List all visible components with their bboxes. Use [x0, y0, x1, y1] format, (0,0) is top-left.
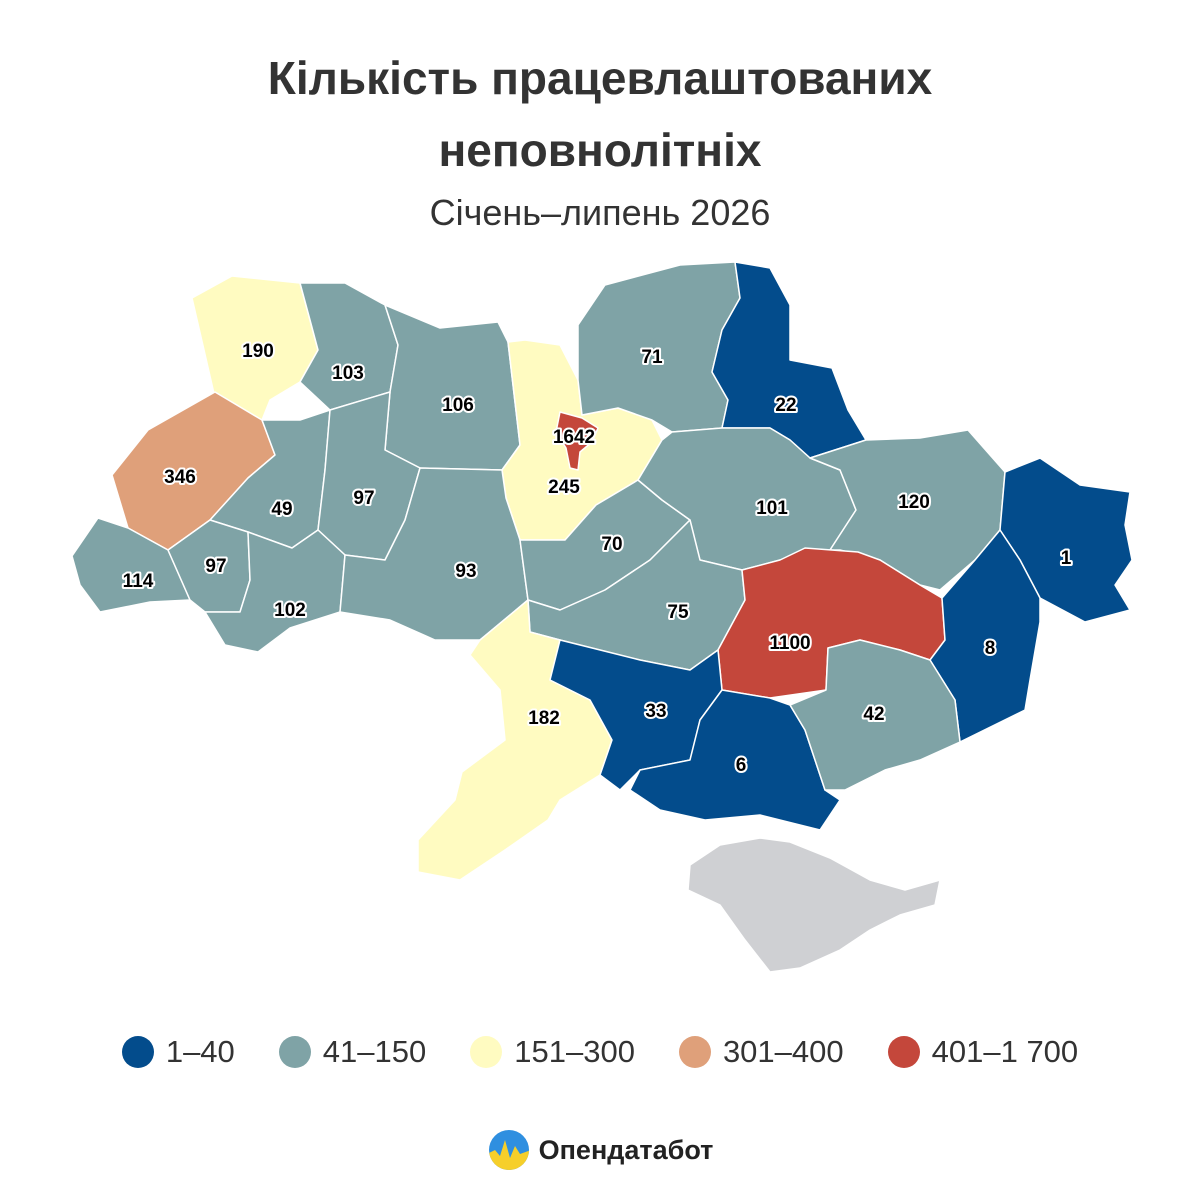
label-kherson: 6: [736, 755, 747, 776]
label-sumy: 22: [775, 395, 796, 416]
brand-footer: Опендатабот: [0, 1128, 1200, 1172]
label-volyn: 190: [242, 341, 274, 362]
legend-label: 301–400: [722, 1034, 844, 1069]
label-donetsk: 8: [985, 638, 996, 659]
label-vinnytsia: 93: [455, 561, 476, 582]
legend-label: 151–300: [514, 1034, 635, 1069]
label-zaporizhzhia: 42: [863, 704, 884, 725]
label-kharkiv: 120: [898, 492, 930, 513]
legend-swatch: [121, 1036, 154, 1068]
label-chernihiv: 71: [641, 347, 663, 368]
label-kirovohrad: 75: [667, 602, 689, 623]
title-line-1: Кількість працевлаштованих: [267, 52, 933, 104]
region-kherson[interactable]: [629, 689, 841, 831]
brand-name: Опендатабот: [538, 1134, 714, 1165]
label-dnipro: 1100: [769, 633, 810, 654]
title-line-2: неповнолітніх: [438, 124, 762, 176]
legend-label: 1–40: [165, 1034, 235, 1069]
chart-subtitle: Січень–липень 2026: [429, 192, 771, 233]
legend-swatch: [278, 1036, 311, 1068]
legend-item: 1–40: [121, 1034, 235, 1070]
label-chernivtsi: 102: [274, 600, 306, 621]
label-odesa: 182: [528, 708, 560, 729]
legend-label: 41–150: [322, 1034, 427, 1069]
legend-item: 41–150: [278, 1034, 427, 1070]
label-lviv: 346: [164, 467, 196, 488]
region-zaporizhzhia[interactable]: [789, 639, 961, 791]
label-poltava: 101: [756, 498, 788, 519]
label-zhytomyr: 106: [442, 395, 474, 416]
label-cherkasy: 70: [601, 534, 622, 555]
legend-label: 401–1 700: [931, 1034, 1079, 1069]
legend-swatch: [887, 1036, 920, 1068]
legend-item: 301–400: [678, 1034, 844, 1070]
legend-swatch: [470, 1036, 503, 1068]
region-chernivtsi[interactable]: [204, 529, 346, 653]
label-kyiv-city: 1642: [553, 427, 595, 448]
label-mykolaiv: 33: [645, 701, 666, 722]
legend-swatch: [678, 1036, 711, 1068]
label-ivano-frankivsk: 97: [205, 556, 226, 577]
label-zakarpattia: 114: [123, 571, 154, 592]
region-kyiv-city[interactable]: [555, 411, 599, 471]
label-luhansk: 1: [1061, 548, 1072, 569]
opendatabot-logo-icon: [488, 1130, 529, 1170]
map-legend: 1–40 41–150 151–300 301–400 401–1 700: [0, 1034, 1200, 1070]
legend-item: 401–1 700: [887, 1034, 1079, 1070]
label-kyiv-oblast: 245: [548, 477, 580, 498]
chart-title: Кількість працевлаштованих неповнолітніх: [0, 42, 1200, 186]
label-rivne: 103: [332, 363, 364, 384]
region-vinnytsia[interactable]: [339, 467, 529, 641]
region-kharkiv[interactable]: [809, 429, 1006, 591]
legend-item: 151–300: [470, 1034, 635, 1070]
region-zhytomyr[interactable]: [384, 304, 521, 471]
region-crimea: [687, 837, 941, 973]
label-khmelnytskyi: 97: [353, 488, 374, 509]
label-ternopil: 49: [271, 499, 292, 520]
